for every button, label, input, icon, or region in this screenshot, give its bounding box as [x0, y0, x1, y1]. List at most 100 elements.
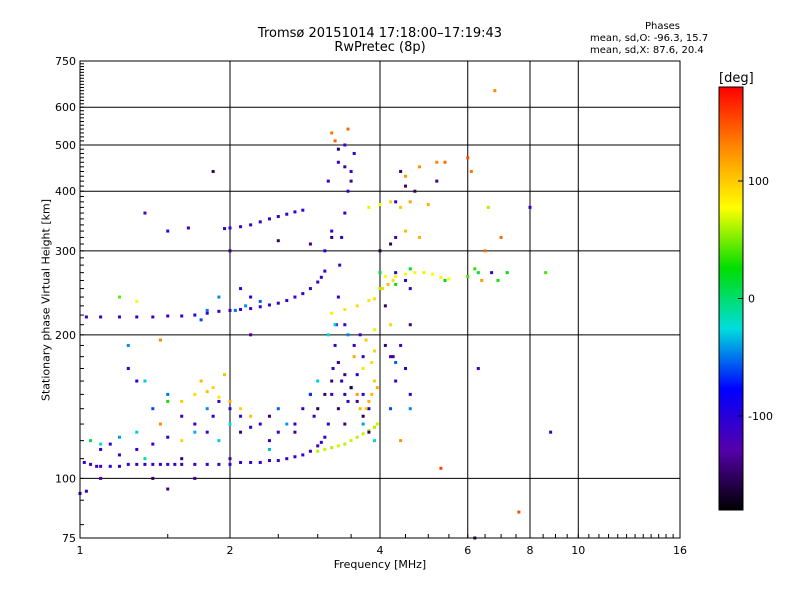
- data-point: [249, 295, 253, 299]
- data-point: [399, 343, 403, 347]
- data-point: [408, 287, 412, 291]
- data-point: [135, 430, 139, 434]
- data-point: [417, 165, 421, 169]
- data-point: [293, 422, 297, 426]
- data-point: [370, 392, 374, 396]
- data-point: [394, 379, 398, 383]
- data-point: [267, 217, 271, 221]
- data-point: [330, 229, 334, 233]
- data-point: [403, 174, 407, 178]
- data-point: [276, 215, 280, 219]
- data-point: [378, 203, 382, 207]
- data-point: [408, 392, 412, 396]
- data-point: [403, 278, 407, 282]
- data-point: [258, 460, 262, 464]
- data-point: [399, 169, 403, 173]
- data-point: [151, 442, 155, 446]
- data-point: [358, 333, 362, 337]
- data-point: [361, 432, 365, 436]
- data-point: [316, 407, 320, 411]
- y-tick-label: 200: [55, 329, 76, 342]
- phase-stats-line-x: mean, sd,X: 87.6, 20.4: [590, 45, 704, 56]
- data-point: [349, 169, 353, 173]
- chart-title: Tromsø 20151014 17:18:00–17:19:43: [257, 26, 503, 41]
- axis-ticks: 1 2 4 6 8 10 16 75 100 200 300 400 500 600 750: [55, 55, 687, 557]
- data-point: [469, 169, 473, 173]
- data-point: [135, 299, 139, 303]
- data-point: [126, 462, 130, 466]
- data-point: [355, 373, 359, 377]
- data-point: [326, 179, 330, 183]
- data-point: [375, 422, 379, 426]
- data-point: [180, 457, 184, 461]
- data-point: [343, 442, 347, 446]
- data-point: [361, 355, 365, 359]
- data-point: [166, 435, 170, 439]
- data-point: [267, 439, 271, 443]
- data-point: [466, 275, 470, 279]
- x-tick-label: 16: [673, 544, 687, 557]
- y-tick-label: 600: [55, 101, 76, 114]
- data-point: [301, 407, 305, 411]
- data-point: [82, 460, 86, 464]
- data-point: [343, 165, 347, 169]
- data-point: [370, 360, 374, 364]
- data-point: [361, 392, 365, 396]
- x-tick-label: 8: [527, 544, 534, 557]
- data-point: [346, 399, 350, 403]
- data-point: [285, 299, 289, 303]
- data-point: [343, 422, 347, 426]
- data-point: [117, 315, 121, 319]
- data-point: [117, 435, 121, 439]
- data-point: [89, 439, 93, 443]
- y-tick-label: 750: [55, 55, 76, 68]
- data-point: [346, 333, 350, 337]
- data-point: [373, 439, 377, 443]
- data-point: [439, 275, 443, 279]
- data-point: [413, 189, 417, 193]
- data-point: [367, 407, 371, 411]
- data-point: [308, 449, 312, 453]
- data-point: [343, 143, 347, 147]
- data-point: [166, 462, 170, 466]
- data-point: [426, 203, 430, 207]
- data-point: [193, 430, 197, 434]
- data-point: [108, 442, 112, 446]
- colorbar-tick-label: 0: [748, 293, 755, 306]
- data-point: [89, 462, 93, 466]
- phase-stats-line-o: mean, sd,O: -96.3, 15.7: [590, 33, 709, 44]
- data-point: [326, 422, 330, 426]
- data-point: [143, 211, 147, 215]
- x-tick-label: 4: [377, 544, 384, 557]
- data-point: [333, 323, 337, 327]
- data-point: [403, 184, 407, 188]
- data-point: [480, 278, 484, 282]
- data-point: [352, 355, 356, 359]
- data-point: [258, 422, 262, 426]
- data-point: [399, 439, 403, 443]
- data-point: [158, 338, 162, 342]
- x-tick-label: 2: [227, 544, 234, 557]
- data-point: [403, 272, 407, 276]
- y-tick-label: 400: [55, 185, 76, 198]
- data-point: [301, 208, 305, 212]
- data-point: [180, 314, 184, 318]
- data-point: [249, 425, 253, 429]
- data-point: [473, 267, 477, 271]
- data-point: [346, 189, 350, 193]
- data-point: [361, 414, 365, 418]
- data-point: [358, 407, 362, 411]
- data-point: [355, 304, 359, 308]
- data-point: [158, 462, 162, 466]
- data-point: [249, 223, 253, 227]
- data-point: [386, 282, 390, 286]
- data-point: [228, 462, 232, 466]
- data-point: [413, 271, 417, 275]
- colorbar-tick-label: 100: [748, 175, 769, 188]
- data-point: [367, 205, 371, 209]
- data-point: [285, 422, 289, 426]
- data-point: [217, 395, 221, 399]
- data-point: [361, 366, 365, 370]
- data-point: [228, 226, 232, 230]
- data-point: [239, 407, 243, 411]
